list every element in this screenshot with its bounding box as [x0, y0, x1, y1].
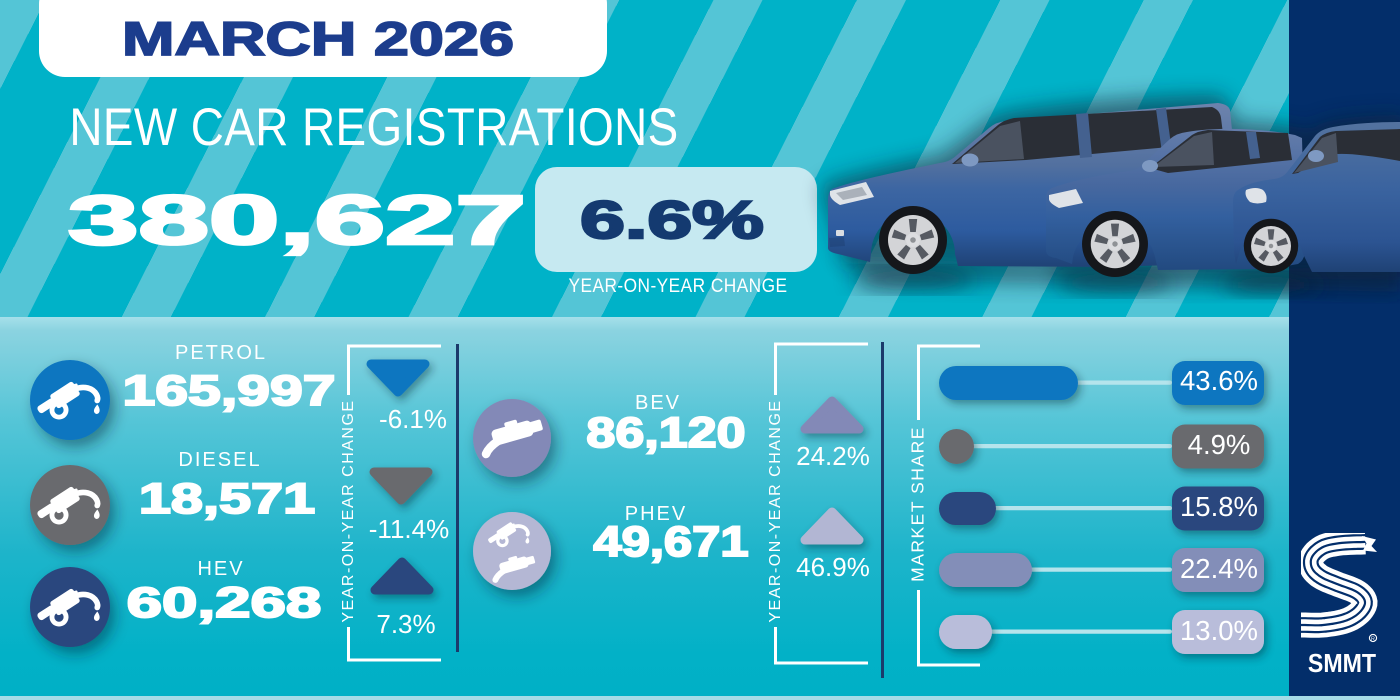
svg-text:R: R	[1371, 637, 1375, 643]
